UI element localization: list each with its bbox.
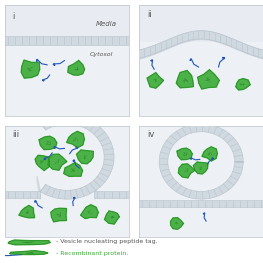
- Polygon shape: [198, 70, 219, 89]
- Polygon shape: [48, 154, 67, 170]
- Circle shape: [168, 132, 234, 191]
- Polygon shape: [193, 162, 208, 174]
- Polygon shape: [8, 240, 50, 245]
- Polygon shape: [42, 80, 44, 81]
- Polygon shape: [51, 208, 67, 222]
- Text: ii: ii: [147, 10, 151, 19]
- Text: iv: iv: [147, 130, 154, 139]
- Polygon shape: [177, 148, 192, 160]
- Polygon shape: [53, 64, 55, 65]
- Polygon shape: [151, 60, 153, 61]
- Polygon shape: [178, 164, 195, 178]
- Bar: [139, 5, 263, 42]
- Polygon shape: [76, 147, 78, 148]
- Polygon shape: [104, 211, 119, 224]
- Polygon shape: [73, 160, 74, 161]
- Text: iii: iii: [13, 130, 20, 139]
- Bar: [5, 36, 129, 45]
- Polygon shape: [35, 200, 36, 202]
- Polygon shape: [203, 213, 205, 214]
- Polygon shape: [159, 124, 243, 199]
- Polygon shape: [77, 150, 93, 164]
- Polygon shape: [64, 163, 83, 176]
- Polygon shape: [54, 147, 55, 148]
- Bar: [5, 191, 40, 198]
- Polygon shape: [80, 205, 98, 219]
- Text: Media: Media: [96, 21, 117, 27]
- Polygon shape: [68, 60, 84, 75]
- Polygon shape: [236, 79, 250, 90]
- Bar: [139, 200, 263, 207]
- Polygon shape: [190, 59, 191, 61]
- Polygon shape: [176, 70, 194, 88]
- Polygon shape: [37, 59, 38, 62]
- Bar: [5, 5, 129, 41]
- Polygon shape: [212, 158, 214, 159]
- Polygon shape: [147, 73, 164, 88]
- Polygon shape: [40, 115, 114, 199]
- Polygon shape: [35, 155, 49, 170]
- Text: - Recombinant protein.: - Recombinant protein.: [56, 250, 128, 256]
- Polygon shape: [202, 147, 217, 161]
- Polygon shape: [21, 60, 40, 78]
- Text: - Vesicle nucleating peptide tag.: - Vesicle nucleating peptide tag.: [56, 239, 157, 244]
- Text: i: i: [13, 12, 15, 21]
- Text: Cytosol: Cytosol: [90, 52, 113, 58]
- Polygon shape: [67, 131, 84, 148]
- Bar: [94, 191, 129, 198]
- Polygon shape: [39, 136, 57, 150]
- Polygon shape: [19, 205, 35, 218]
- Polygon shape: [44, 158, 46, 160]
- Polygon shape: [170, 218, 183, 229]
- Polygon shape: [10, 251, 48, 255]
